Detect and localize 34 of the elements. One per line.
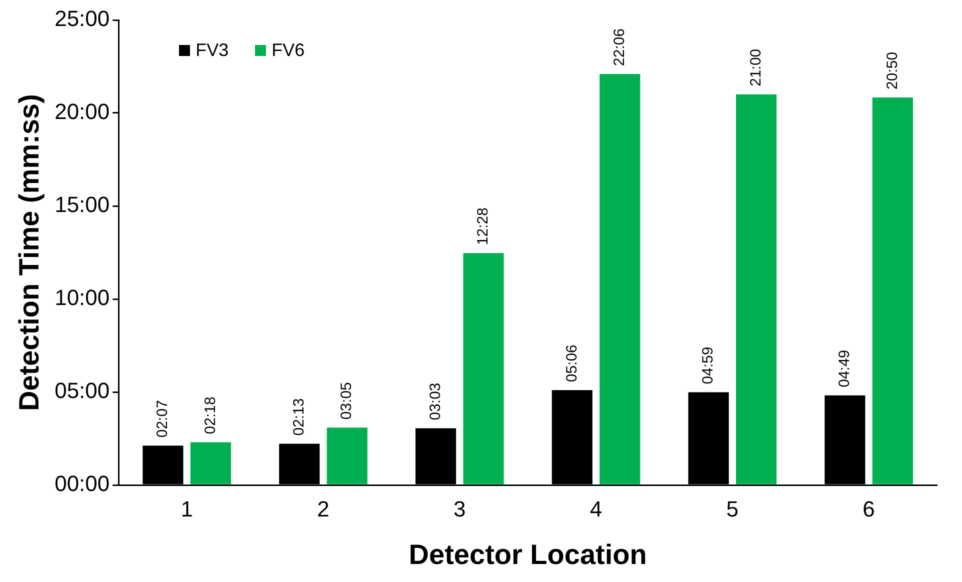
y-tick-label: 15:00 xyxy=(54,192,110,218)
data-label: 22:06 xyxy=(611,28,628,66)
data-label: 02:07 xyxy=(154,400,172,438)
data-label: 12:28 xyxy=(474,208,492,246)
y-tick-label: 20:00 xyxy=(54,99,110,124)
y-tick-label: 10:00 xyxy=(54,285,110,310)
bar xyxy=(600,74,640,484)
x-tick-label: 3 xyxy=(454,496,466,522)
bar xyxy=(190,442,232,484)
bar xyxy=(326,428,368,484)
y-tick-label: 05:00 xyxy=(54,378,110,404)
bar xyxy=(463,253,504,484)
x-tick-label: 6 xyxy=(862,496,875,522)
data-label: 03:05 xyxy=(338,382,356,420)
data-label: 04:49 xyxy=(836,350,854,388)
bar xyxy=(736,94,777,484)
data-label: 21:00 xyxy=(747,48,764,86)
x-tick-label: 4 xyxy=(590,496,602,522)
data-label: 02:13 xyxy=(290,398,308,436)
data-label: 03:03 xyxy=(426,382,444,420)
x-tick-label: 2 xyxy=(317,496,330,522)
x-tick-label: 1 xyxy=(180,496,193,522)
legend-label: FV6 xyxy=(270,40,305,61)
y-tick-label: 00:00 xyxy=(54,471,110,496)
data-label: 05:06 xyxy=(563,344,580,382)
x-axis-title: Detector Location xyxy=(408,538,647,570)
y-tick-label: 25:00 xyxy=(54,6,110,32)
data-label: 20:50 xyxy=(884,52,901,90)
x-tick-label: 5 xyxy=(726,496,739,522)
y-axis-title: Detection Time (mm:ss) xyxy=(14,94,45,411)
legend-label: FV3 xyxy=(194,40,229,61)
bar xyxy=(872,98,913,484)
data-label: 04:59 xyxy=(700,346,717,384)
data-label: 02:18 xyxy=(202,396,219,434)
